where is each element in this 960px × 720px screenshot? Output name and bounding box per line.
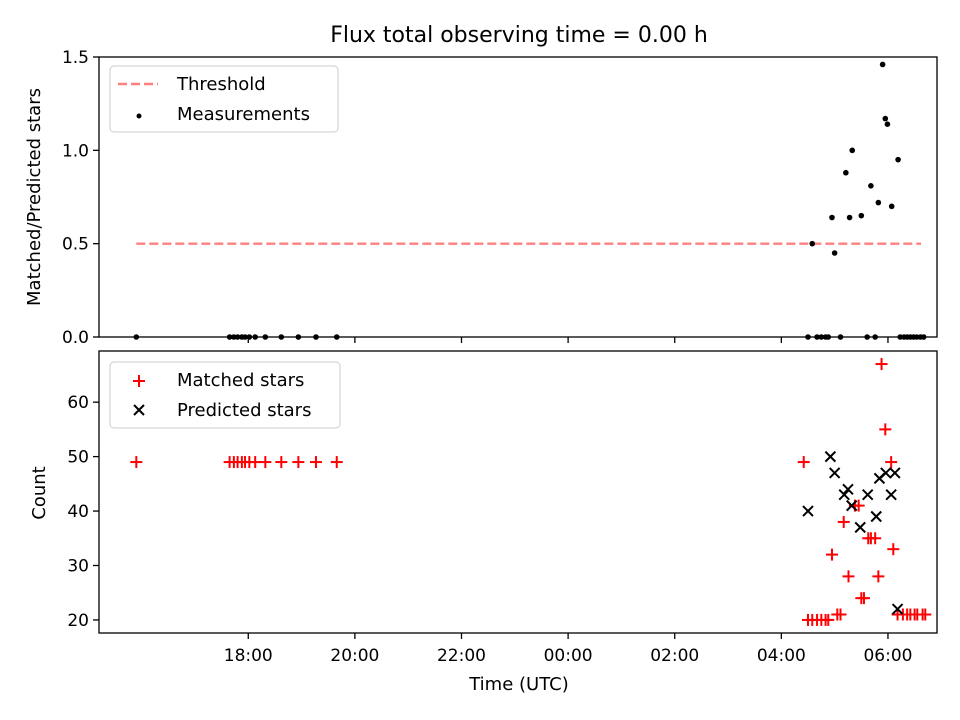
- matched-star-point: [292, 456, 305, 469]
- bottom-x-tick-label: 20:00: [330, 646, 379, 666]
- measurement-point: [849, 147, 856, 154]
- matched-star-point: [872, 570, 885, 583]
- matched-star-point: [309, 456, 322, 469]
- top-y-tick-label: 0.0: [62, 328, 89, 348]
- matched-star-point: [834, 608, 847, 621]
- matched-star-point: [879, 423, 892, 436]
- top-y-axis-label: Matched/Predicted stars: [24, 88, 45, 306]
- matched-star-point: [822, 613, 835, 626]
- top-x-ticks: [247, 337, 889, 343]
- bottom-y-tick-label: 30: [67, 556, 89, 576]
- measurement-point: [895, 156, 901, 163]
- predicted-star-point: [846, 499, 858, 512]
- matched-star-point: [869, 532, 882, 545]
- matched-star-point: [825, 548, 838, 561]
- top-y-ticks: 0.0 0.5 1.0 1.5: [62, 48, 99, 348]
- predicted-star-point: [885, 489, 897, 501]
- matched-star-point: [275, 456, 288, 469]
- bottom-y-ticks: 20 30 40 50 60: [67, 393, 99, 631]
- bottom-x-tick-label: 06:00: [863, 646, 912, 666]
- matched-star-point: [837, 515, 850, 528]
- predicted-star-point: [824, 450, 837, 463]
- bottom-y-tick-label: 60: [67, 393, 89, 413]
- measurement-point: [882, 115, 889, 122]
- bottom-plot-area: [130, 358, 932, 626]
- measurement-point: [843, 169, 849, 176]
- matched-star-point: [885, 456, 898, 469]
- matched-star-point: [330, 456, 343, 469]
- bottom-y-axis-label: Count: [29, 466, 50, 519]
- top-panel: 0.0 0.5 1.0 1.5 Matched/Predicted stars Thr…: [24, 48, 938, 348]
- predicted-star-point: [842, 483, 854, 495]
- measurement-point: [875, 199, 882, 206]
- legend-matched-swatch: [133, 375, 145, 387]
- matched-star-point: [875, 358, 888, 371]
- bottom-x-tick-label: 18:00: [224, 646, 273, 666]
- matched-star-point: [919, 608, 932, 621]
- bottom-y-tick-label: 50: [67, 448, 89, 468]
- measurement-point: [846, 214, 853, 221]
- predicted-star-point: [828, 467, 841, 479]
- bottom-panel: 20 30 40 50 60 18:00 20:00 22:00 00:00 02:00 04:0…: [29, 350, 938, 695]
- top-y-tick-label: 0.5: [62, 235, 89, 255]
- matched-star-point: [842, 570, 855, 583]
- figure-title: Flux total observing time = 0.00 h: [330, 23, 708, 48]
- legend-measurements-swatch: [136, 113, 142, 119]
- top-y-tick-label: 1.5: [62, 48, 89, 68]
- bottom-x-tick-label: 04:00: [757, 646, 806, 666]
- predicted-star-point: [880, 467, 892, 479]
- bottom-axes-frame: [98, 350, 938, 634]
- predicted-star-point: [861, 489, 874, 501]
- bottom-x-tick-label: 02:00: [650, 646, 699, 666]
- matched-star-point: [249, 456, 262, 469]
- legend-predicted-swatch: [133, 404, 145, 416]
- top-y-tick-label: 1.0: [62, 141, 89, 161]
- bottom-y-tick-label: 20: [67, 611, 89, 631]
- legend-matched-label: Matched stars: [177, 370, 304, 391]
- top-legend: Threshold Measurements: [109, 65, 339, 133]
- matched-star-point: [852, 499, 865, 512]
- top-axes-frame: [98, 56, 938, 338]
- matched-star-point: [857, 592, 870, 605]
- predicted-star-point: [891, 603, 904, 615]
- measurement-point: [879, 61, 886, 68]
- measurement-point: [809, 240, 816, 247]
- measurement-point: [858, 212, 865, 219]
- legend-predicted-label: Predicted stars: [177, 400, 311, 421]
- matched-star-point: [259, 456, 272, 469]
- measurement-point: [829, 214, 835, 221]
- matched-star-point: [887, 543, 900, 556]
- matched-star-point: [797, 456, 810, 469]
- bottom-legend: Matched stars Predicted stars: [109, 361, 341, 429]
- bottom-x-tick-label: 22:00: [437, 646, 486, 666]
- predicted-star-point: [870, 510, 882, 523]
- predicted-star-point: [854, 521, 866, 534]
- x-axis-label: Time (UTC): [468, 674, 569, 695]
- legend-threshold-label: Threshold: [176, 74, 266, 95]
- top-legend-box: [109, 65, 339, 133]
- bottom-x-ticks: 18:00 20:00 22:00 00:00 02:00 04:00 06:00: [224, 633, 912, 666]
- predicted-star-point: [802, 505, 814, 517]
- matched-star-point: [130, 456, 143, 469]
- predicted-star-point: [838, 489, 850, 501]
- legend-measurements-label: Measurements: [177, 104, 310, 125]
- bottom-y-tick-label: 40: [67, 502, 89, 522]
- bottom-x-tick-label: 00:00: [544, 646, 593, 666]
- measurement-point: [884, 121, 891, 127]
- measurement-point: [831, 250, 838, 256]
- measurement-point: [888, 203, 895, 210]
- measurement-point: [868, 183, 874, 189]
- bottom-legend-box: [109, 361, 341, 429]
- predicted-star-point: [889, 467, 901, 479]
